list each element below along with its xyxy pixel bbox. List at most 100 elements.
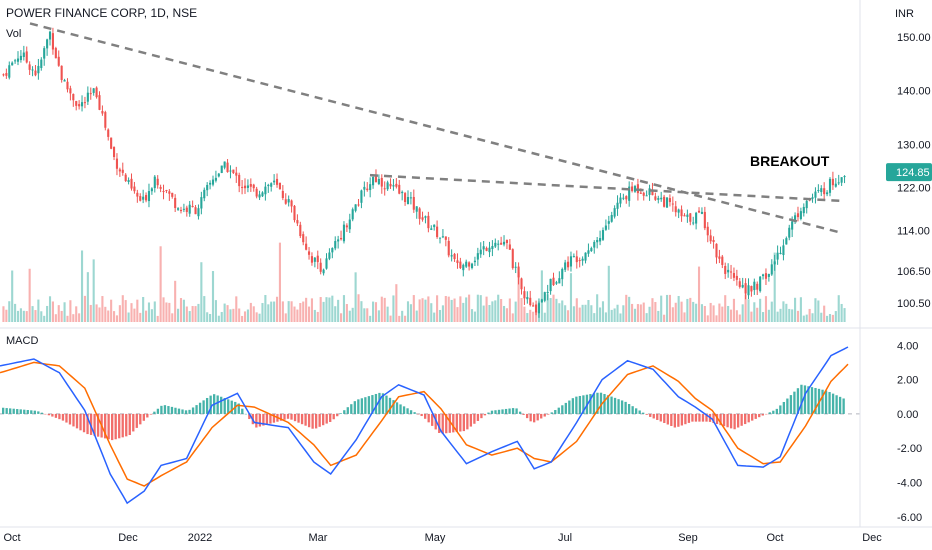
macd-histogram-bar [255,413,258,428]
macd-histogram-bar [5,408,8,414]
candle-body [756,283,759,290]
volume-bar [14,303,17,322]
time-tick-label: Oct [3,532,20,544]
candle-body [374,176,378,183]
candle-body [351,209,354,220]
macd-histogram-bar [624,401,627,414]
last-price-label: 124.85 [896,167,930,179]
candle-body [473,260,476,263]
volume-bar [631,303,634,322]
macd-histogram-bar [666,413,669,425]
candle-body [305,243,308,250]
macd-tick-label: -2.00 [897,443,922,455]
volume-bar [278,242,281,322]
candle-body [229,170,232,172]
candle-body [316,255,319,263]
volume-bar [823,305,826,322]
macd-histogram-bar [420,413,423,417]
macd-histogram-bar [300,413,304,425]
candle-body [48,31,52,40]
candle-body [75,101,78,106]
volume-bar [808,308,811,322]
volume-bar [357,294,360,322]
time-tick-label: Sep [678,532,698,544]
macd-histogram-bar [346,407,349,414]
candle-body [546,291,549,294]
candle-body [211,179,215,185]
macd-histogram-bar [459,413,462,432]
candle-body [686,214,689,217]
macd-histogram-bar [160,405,163,414]
macd-histogram-bar [132,413,135,432]
macd-histogram-bar [744,413,747,425]
macd-histogram-bar [508,408,511,414]
volume-bar [537,301,541,322]
macd-histogram-bar [698,413,701,422]
candle-body [121,169,124,173]
candle-body [337,239,340,242]
candle-body [130,178,133,189]
candle-body [502,241,506,245]
volume-bar [60,310,63,322]
volume-bar [741,304,744,322]
candle-body [770,264,773,275]
macd-histogram-bar [803,385,807,414]
candle-body [156,178,159,186]
macd-histogram-bar [673,413,676,428]
candle-body [342,224,346,242]
candle-body [814,191,817,198]
volume-bar [648,306,651,322]
candle-body [558,278,561,284]
volume-bar [785,303,788,322]
macd-histogram-bar [810,387,814,414]
macd-histogram-bar [297,413,300,423]
macd-tick-label: 2.00 [897,375,918,387]
volume-bar [209,313,212,322]
volume-bar [779,308,782,322]
volume-bar [628,296,631,322]
volume-bar [25,311,28,322]
volume-bar [590,305,593,322]
candle-body [505,240,508,244]
macd-histogram-bar [293,413,297,422]
volume-bar [700,304,703,322]
volume-bar [828,314,832,322]
candle-body [683,215,686,217]
macd-histogram-bar [726,413,729,428]
candle-body [377,178,380,185]
candle-body [767,274,770,277]
macd-histogram-bar [142,413,145,421]
volume-bar [235,296,238,322]
candle-body [744,283,747,294]
trendline-resistance [29,22,844,235]
candle-body [226,162,229,173]
macd-histogram-bar [596,392,599,414]
macd-histogram-bar [842,398,845,414]
macd-histogram-bar [487,412,490,414]
macd-histogram-bar [772,410,775,414]
candle-body [689,213,692,222]
volume-bar [552,294,555,322]
macd-histogram-bar [589,394,592,414]
candle-body [482,246,485,250]
candle-body [243,185,247,189]
macd-histogram-bar [61,413,65,421]
macd-histogram-bar [111,413,114,441]
macd-histogram-bar [332,413,335,420]
volume-bar [211,271,215,322]
candle-body [241,186,244,188]
macd-histogram-bar [68,413,72,425]
candle-body [380,177,383,187]
candle-body [791,221,794,230]
macd-histogram-bar [82,413,86,433]
candle-body [246,185,249,188]
macd-histogram-bar [575,396,578,414]
volume-bar [750,311,753,322]
candle-body [735,275,738,280]
volume-bar [494,300,497,322]
candle-body [549,278,552,292]
volume-bar [721,306,724,322]
candle-body [258,194,261,198]
volume-bar [488,305,491,322]
macd-histogram-bar [835,395,838,414]
